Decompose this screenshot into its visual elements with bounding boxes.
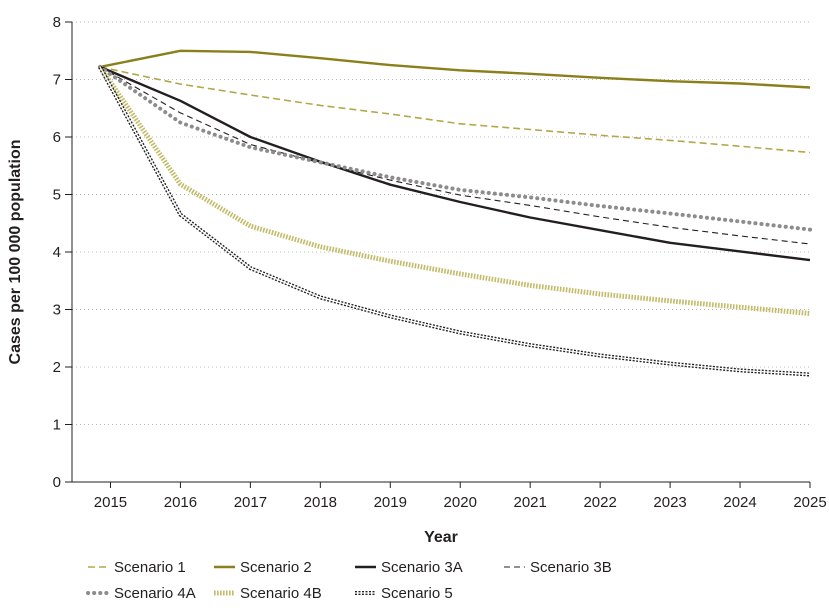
scenario-3b-line (99, 66, 811, 245)
scenario-5-series (98, 65, 811, 377)
y-tick-label: 0 (53, 474, 61, 491)
legend: Scenario 1 Scenario 2 Scenario 3A Scenario … (86, 559, 612, 602)
x-tick-label: 2024 (723, 494, 756, 511)
y-tick-label: 2 (53, 359, 61, 376)
scenario-4a-series (98, 64, 812, 232)
x-tick-label: 2022 (583, 494, 616, 511)
scenario-4b-line (97, 65, 811, 316)
legend-label: Scenario 2 (240, 559, 312, 576)
scenario-1-line (99, 66, 811, 154)
series-lines (97, 49, 812, 377)
scenario-4a-line (98, 64, 812, 232)
legend-item-scenario-4b: Scenario 4B (214, 585, 322, 602)
legend-label: Scenario 4A (114, 585, 196, 602)
legend-label: Scenario 3B (530, 559, 612, 576)
x-tick-label: 2023 (653, 494, 686, 511)
x-tick-label: 2017 (234, 494, 267, 511)
legend-item-scenario-1: Scenario 1 (88, 559, 186, 576)
legend-label: Scenario 5 (381, 585, 453, 602)
x-tick-label: 2019 (374, 494, 407, 511)
y-tick-label: 6 (53, 129, 61, 146)
x-axis-ticks: 2015 2016 2017 2018 2019 2020 2021 2022 2023 2024… (94, 482, 827, 511)
y-tick-label: 3 (53, 302, 61, 319)
x-tick-label: 2025 (793, 494, 826, 511)
y-tick-label: 5 (53, 187, 61, 204)
scenario-1-series (99, 66, 811, 154)
scenario-3a-line (99, 65, 811, 262)
y-tick-label: 8 (53, 14, 61, 31)
y-axis-title: Cases per 100 000 population (7, 140, 24, 365)
y-tick-label: 1 (53, 417, 61, 434)
scenario-4b-series (97, 65, 811, 316)
legend-item-scenario-3b: Scenario 3B (504, 559, 612, 576)
x-tick-label: 2016 (164, 494, 197, 511)
y-tick-label: 4 (53, 244, 61, 261)
x-tick-label: 2018 (304, 494, 337, 511)
legend-label: Scenario 4B (240, 585, 322, 602)
x-tick-label: 2021 (514, 494, 547, 511)
legend-item-scenario-5: Scenario 5 (355, 585, 453, 602)
scenario-5-line-core (99, 66, 811, 376)
scenario-2-line (99, 49, 811, 89)
scenario-3b-series (99, 66, 811, 245)
legend-label: Scenario 3A (381, 559, 463, 576)
scenario-2-series (99, 49, 811, 89)
x-tick-label: 2020 (444, 494, 477, 511)
grid-lines (72, 21, 810, 425)
legend-item-scenario-2: Scenario 2 (214, 559, 312, 576)
x-tick-label: 2015 (94, 494, 127, 511)
y-tick-label: 7 (53, 72, 61, 89)
x-axis-title: Year (424, 529, 458, 546)
scenario-3a-series (99, 65, 811, 262)
y-axis-ticks: 0 1 2 3 4 5 6 7 8 (53, 14, 72, 491)
legend-item-scenario-4a: Scenario 4A (86, 585, 196, 602)
legend-label: Scenario 1 (114, 559, 186, 576)
legend-item-scenario-3a: Scenario 3A (355, 559, 463, 576)
